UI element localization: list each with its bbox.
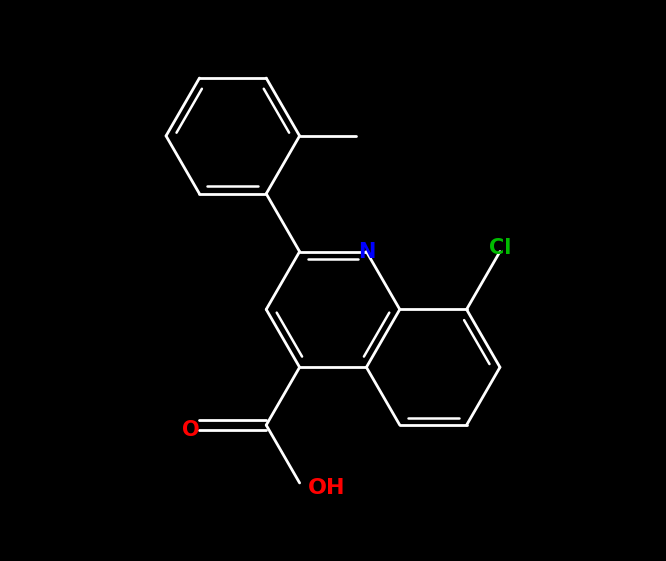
Text: Cl: Cl [489,238,511,258]
Text: OH: OH [308,478,346,498]
Text: O: O [182,420,200,440]
Text: N: N [358,242,375,261]
